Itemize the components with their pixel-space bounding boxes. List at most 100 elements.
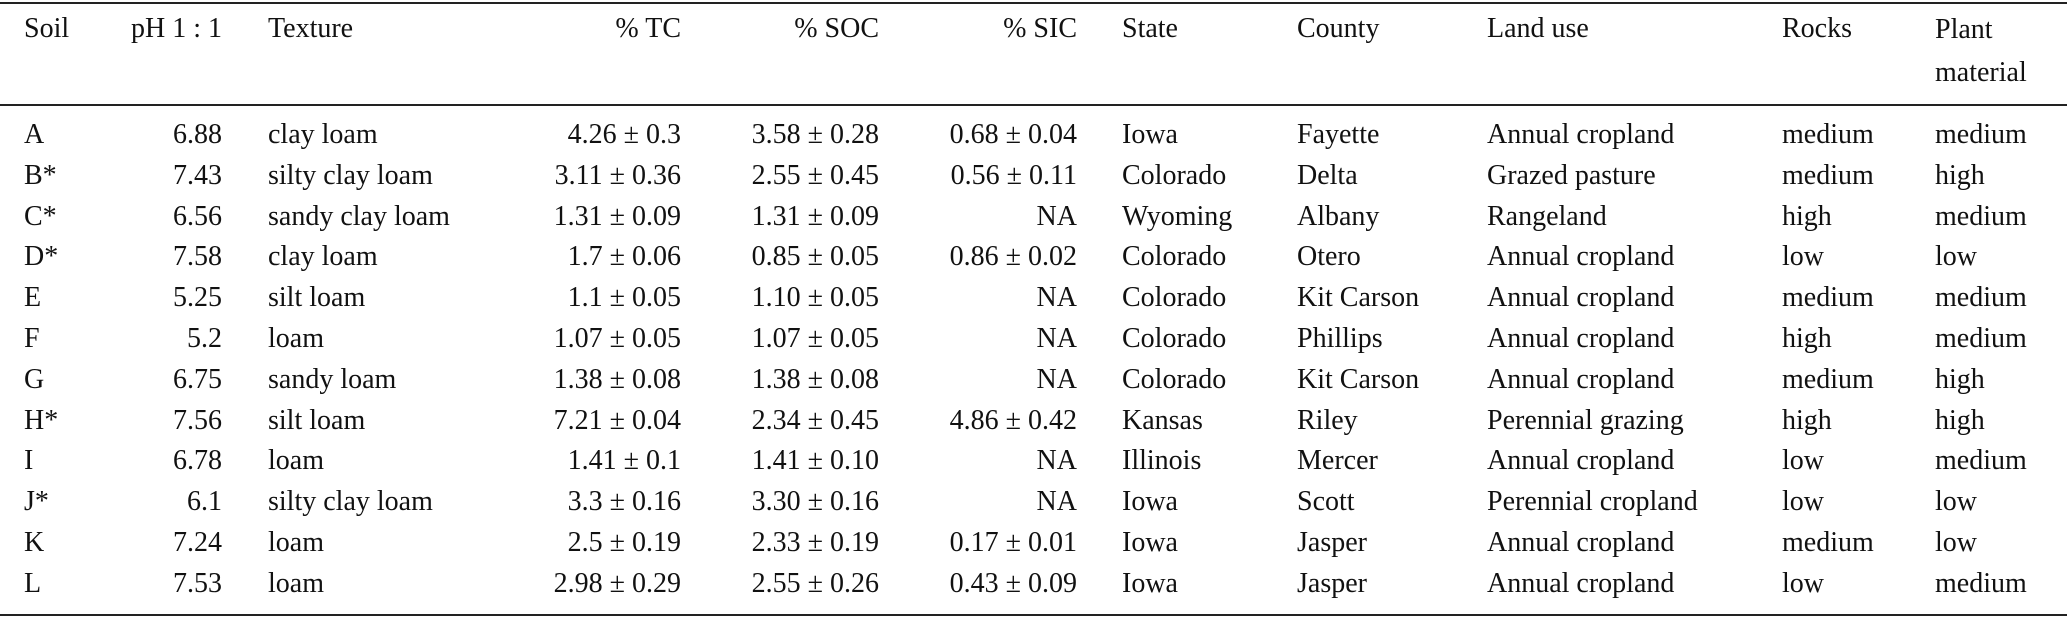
cell: 1.7 ± 0.06 (567, 241, 681, 273)
cell: F (24, 323, 40, 354)
cell: 2.55 ± 0.26 (751, 567, 879, 599)
cell: sandy clay loam (268, 200, 450, 232)
cell: Annual cropland (1487, 567, 1675, 599)
cell: A (24, 119, 45, 150)
header-cell: % TC (615, 13, 681, 44)
cell: Scott (1297, 486, 1355, 518)
cell: Wyoming (1122, 200, 1233, 232)
cell: Rangeland (1487, 200, 1607, 232)
cell: 1.10 ± 0.05 (751, 282, 879, 314)
cell: medium (1782, 363, 1874, 395)
cell: Annual cropland (1487, 323, 1675, 354)
cell: 2.5 ± 0.19 (567, 527, 681, 558)
cell: 2.34 ± 0.45 (751, 404, 879, 436)
cell: Annual cropland (1487, 445, 1675, 477)
cell: high (1782, 404, 1832, 436)
cell: 1.41 ± 0.1 (567, 445, 681, 477)
cell: Kansas (1122, 404, 1203, 436)
cell: high (1782, 323, 1832, 354)
cell: 7.24 (173, 527, 222, 558)
cell: medium (1782, 282, 1874, 314)
cell: 7.53 (173, 567, 222, 599)
cell: H* (24, 404, 59, 436)
cell: NA (1036, 363, 1077, 395)
cell: 7.21 ± 0.04 (553, 404, 681, 436)
cell: 5.25 (173, 282, 222, 314)
cell: Iowa (1122, 486, 1178, 518)
header-cell: % SOC (794, 13, 879, 44)
cell: 1.38 ± 0.08 (751, 363, 879, 395)
cell: Perennial cropland (1487, 486, 1698, 518)
cell: medium (1935, 282, 2027, 314)
cell: 3.30 ± 0.16 (751, 486, 879, 518)
cell: NA (1036, 282, 1077, 314)
cell: L (24, 567, 42, 599)
cell: NA (1036, 445, 1077, 477)
cell: Riley (1297, 404, 1358, 436)
cell: 4.86 ± 0.42 (949, 404, 1077, 436)
cell: Annual cropland (1487, 282, 1675, 314)
top-rule (0, 2, 2067, 4)
cell: low (1782, 241, 1824, 273)
cell: high (1782, 200, 1832, 232)
cell: sandy loam (268, 363, 397, 395)
cell: 6.88 (173, 119, 222, 150)
cell: Annual cropland (1487, 119, 1675, 150)
cell: 6.56 (173, 200, 222, 232)
cell: NA (1036, 200, 1077, 232)
cell: medium (1782, 119, 1874, 150)
cell: Delta (1297, 159, 1358, 191)
header-cell: Soil (24, 13, 70, 44)
cell: Colorado (1122, 282, 1227, 314)
cell: 0.85 ± 0.05 (751, 241, 879, 273)
cell: 2.33 ± 0.19 (751, 527, 879, 558)
cell: high (1935, 159, 1985, 191)
cell: low (1935, 486, 1977, 518)
cell: medium (1782, 159, 1874, 191)
cell: NA (1036, 486, 1077, 518)
cell: 0.68 ± 0.04 (949, 119, 1077, 150)
cell: medium (1935, 567, 2027, 599)
cell: silty clay loam (268, 486, 433, 518)
cell: G (24, 363, 45, 395)
header-cell: % SIC (1003, 13, 1077, 44)
cell: Annual cropland (1487, 527, 1675, 558)
cell: 5.2 (187, 323, 222, 354)
cell: E (24, 282, 42, 314)
cell: silt loam (268, 404, 366, 436)
header-cell: Land use (1487, 13, 1589, 44)
cell: Colorado (1122, 323, 1227, 354)
cell: Perennial grazing (1487, 404, 1684, 436)
cell: 6.75 (173, 363, 222, 395)
cell: Colorado (1122, 363, 1227, 395)
cell: high (1935, 363, 1985, 395)
cell: 1.31 ± 0.09 (751, 200, 879, 232)
cell: loam (268, 527, 324, 558)
cell: Fayette (1297, 119, 1380, 150)
cell: B* (24, 159, 57, 191)
cell: 3.11 ± 0.36 (554, 159, 681, 191)
cell: 1.41 ± 0.10 (751, 445, 879, 477)
cell: 2.98 ± 0.29 (553, 567, 681, 599)
cell: Phillips (1297, 323, 1383, 354)
cell: 1.07 ± 0.05 (553, 323, 681, 354)
cell: K (24, 527, 45, 558)
cell: 3.3 ± 0.16 (567, 486, 681, 518)
header-cell: Rocks (1782, 13, 1852, 44)
cell: 1.31 ± 0.09 (553, 200, 681, 232)
cell: C* (24, 200, 57, 232)
cell: low (1935, 241, 1977, 273)
cell: loam (268, 567, 324, 599)
cell: loam (268, 323, 324, 354)
cell: low (1935, 527, 1977, 558)
cell: high (1935, 404, 1985, 436)
cell: Mercer (1297, 445, 1378, 477)
cell: low (1782, 486, 1824, 518)
cell: Annual cropland (1487, 363, 1675, 395)
cell: silty clay loam (268, 159, 433, 191)
cell: low (1782, 567, 1824, 599)
cell: Kit Carson (1297, 282, 1420, 314)
cell: 7.43 (173, 159, 222, 191)
cell: Grazed pasture (1487, 159, 1656, 191)
